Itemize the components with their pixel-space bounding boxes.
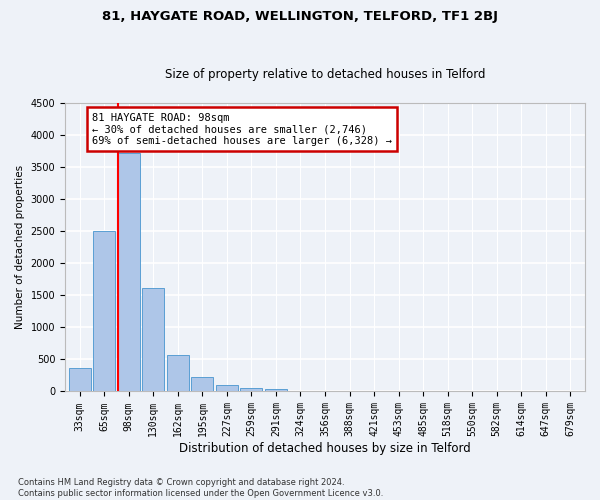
Bar: [69, 368, 91, 392]
Bar: [191, 378, 214, 392]
Title: Size of property relative to detached houses in Telford: Size of property relative to detached ho…: [165, 68, 485, 81]
Bar: [118, 153, 140, 392]
Text: 81, HAYGATE ROAD, WELLINGTON, TELFORD, TF1 2BJ: 81, HAYGATE ROAD, WELLINGTON, TELFORD, T…: [102, 10, 498, 23]
Bar: [167, 354, 189, 392]
Bar: [241, 388, 262, 392]
Text: 81 HAYGATE ROAD: 98sqm
← 30% of detached houses are smaller (2,746)
69% of semi-: 81 HAYGATE ROAD: 98sqm ← 30% of detached…: [92, 112, 392, 146]
Bar: [93, 231, 115, 392]
Bar: [216, 385, 238, 392]
Bar: [289, 391, 311, 392]
Y-axis label: Number of detached properties: Number of detached properties: [15, 165, 25, 330]
Bar: [142, 288, 164, 392]
Text: Contains HM Land Registry data © Crown copyright and database right 2024.
Contai: Contains HM Land Registry data © Crown c…: [18, 478, 383, 498]
Bar: [265, 389, 287, 392]
X-axis label: Distribution of detached houses by size in Telford: Distribution of detached houses by size …: [179, 442, 471, 455]
